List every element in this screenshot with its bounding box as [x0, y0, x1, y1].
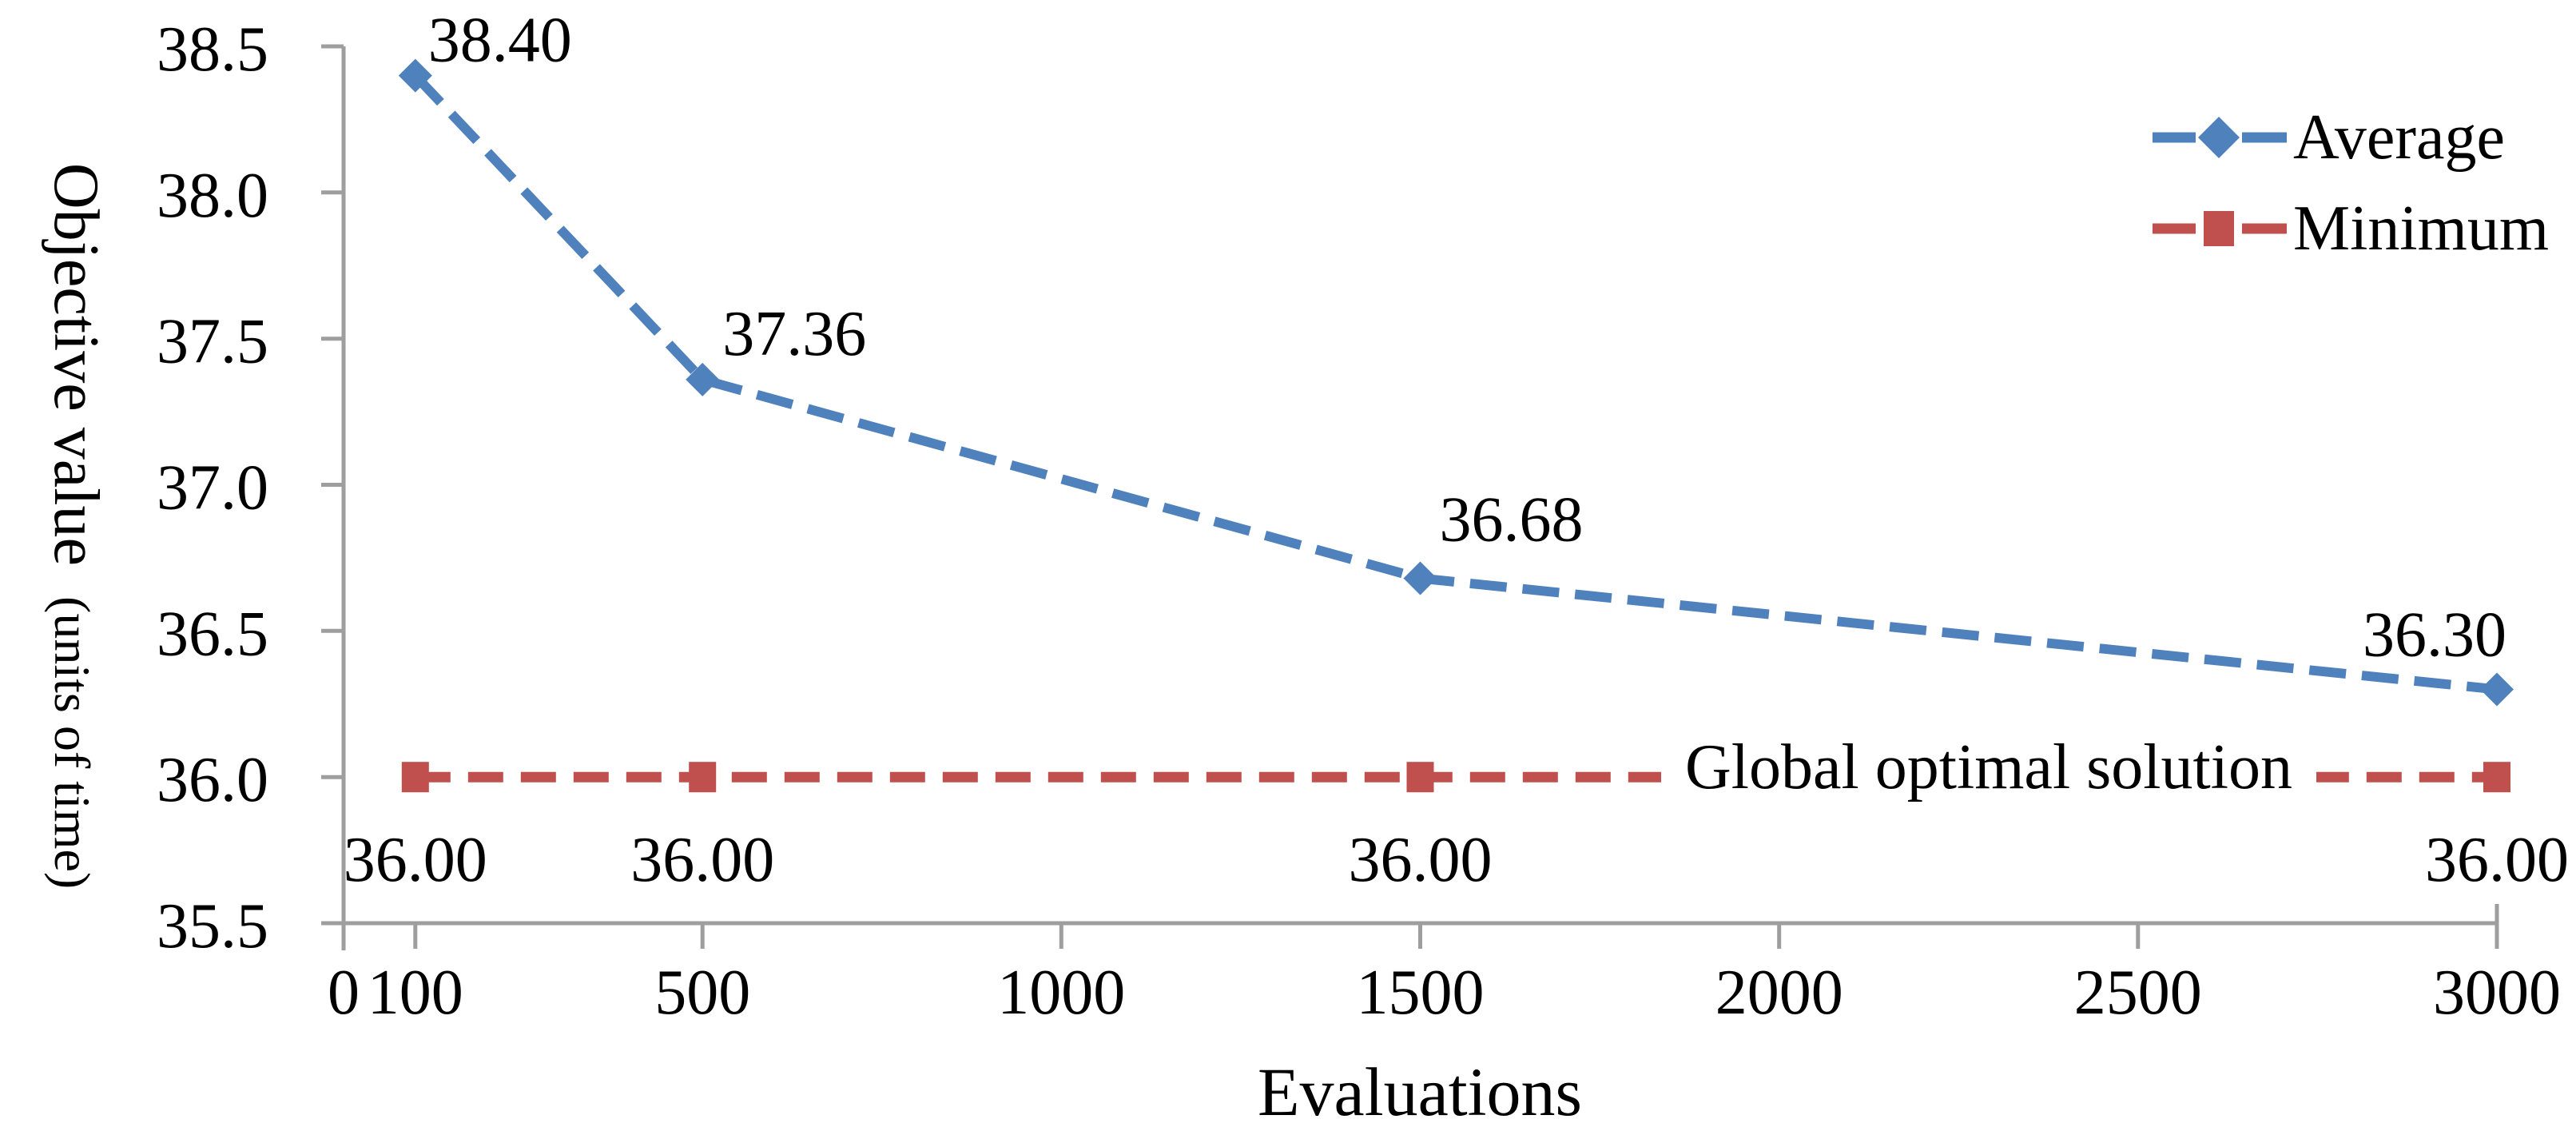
y-tick-label: 37.5	[157, 307, 268, 377]
y-axis-title-main: Objective value	[41, 162, 111, 567]
annotation-mask	[1661, 737, 2316, 811]
minimum-marker	[2483, 762, 2510, 793]
x-tick-label: 2500	[2074, 958, 2202, 1028]
square-marker-icon	[2204, 211, 2234, 246]
average-line	[411, 72, 2498, 695]
y-tick-label: 37.0	[157, 453, 268, 524]
x-axis-title: Evaluations	[1257, 1053, 1583, 1130]
x-tick-label: 500	[654, 958, 750, 1028]
y-tick-label: 38.5	[157, 14, 268, 85]
x-tick-label: 1000	[997, 958, 1125, 1028]
average-data-label: 37.36	[722, 299, 866, 369]
legend-item-average: Average	[2151, 102, 2549, 173]
legend: Average Minimum	[2151, 102, 2550, 264]
average-data-label: 38.40	[428, 6, 572, 76]
x-tick-label: 0	[328, 958, 360, 1028]
annotation-global-optimal-solution: Global optimal solution	[1685, 732, 2292, 802]
x-tick-label: 3000	[2433, 958, 2561, 1028]
minimum-data-label: 36.00	[630, 825, 774, 895]
legend-label-average: Average	[2293, 102, 2505, 173]
average-marker	[686, 362, 720, 396]
diamond-marker-icon	[2198, 117, 2240, 158]
y-axis-title: Objective value (units of time)	[41, 162, 111, 890]
minimum-data-label: 36.00	[1349, 825, 1493, 895]
average-marker	[398, 58, 432, 93]
average-data-label: 36.30	[2363, 600, 2506, 671]
legend-label-minimum: Minimum	[2293, 193, 2550, 264]
x-tick-label: 1500	[1357, 958, 1485, 1028]
x-tick-label: 2000	[1715, 958, 1843, 1028]
average-marker	[2480, 672, 2514, 707]
y-axis-title-units: (units of time)	[44, 596, 101, 890]
y-tick-label: 36.0	[157, 745, 268, 815]
minimum-data-label: 36.00	[344, 825, 487, 895]
average-legend-sample-icon	[2153, 117, 2287, 158]
minimum-marker	[689, 762, 717, 793]
average-marker	[1403, 561, 1437, 595]
axes	[321, 44, 2499, 950]
legend-item-minimum: Minimum	[2151, 193, 2550, 264]
minimum-marker	[1406, 762, 1434, 793]
minimum-data-label: 36.00	[2425, 825, 2569, 895]
minimum-marker	[401, 762, 429, 793]
average-data-label: 36.68	[1440, 485, 1584, 556]
y-tick-label: 36.5	[157, 599, 268, 669]
y-tick-label: 38.0	[157, 161, 268, 231]
x-tick-label: 100	[368, 958, 463, 1028]
minimum-legend-sample-icon	[2153, 211, 2287, 246]
y-tick-label: 35.5	[157, 891, 268, 962]
